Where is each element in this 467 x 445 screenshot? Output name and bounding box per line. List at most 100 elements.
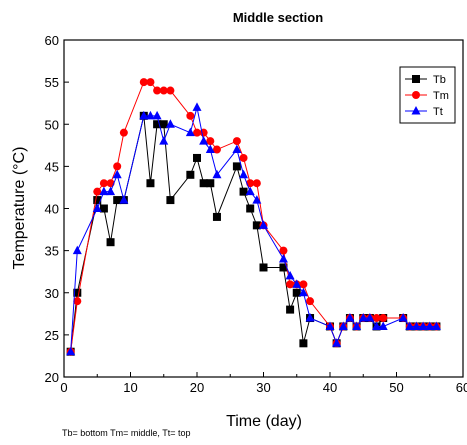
data-point-tb <box>186 170 195 179</box>
data-point-tm <box>99 179 108 188</box>
data-point-tb <box>212 212 221 221</box>
data-point-tt <box>405 321 415 330</box>
data-point-tt <box>418 321 428 330</box>
data-point-tt <box>305 313 315 322</box>
axes: 0 10 20 30 40 50 60 20 25 30 35 40 45 50 55 60 <box>45 33 467 395</box>
data-point-tt <box>152 110 162 120</box>
data-point-tt <box>159 136 169 145</box>
data-point-tm <box>286 280 295 289</box>
x-tick-label: 50 <box>389 380 403 395</box>
x-tick-label: 0 <box>60 380 67 395</box>
y-tick-label: 20 <box>45 370 59 385</box>
data-point-tt <box>352 321 362 330</box>
data-point-tb <box>206 179 215 188</box>
data-point-tt <box>378 321 388 330</box>
data-point-tt <box>139 110 149 120</box>
data-point-tt <box>66 346 76 356</box>
data-point-tm <box>73 297 82 306</box>
data-point-tm <box>252 179 261 188</box>
footnote: Tb= bottom Tm= middle, Tt= top <box>62 428 190 438</box>
data-point-tt <box>106 186 116 196</box>
data-point-tm <box>139 78 148 87</box>
data-point-tm <box>153 86 162 95</box>
data-point-tb <box>106 238 115 247</box>
data-point-tt <box>285 270 295 280</box>
data-point-tt <box>411 321 421 330</box>
data-point-tb <box>286 305 295 314</box>
data-point-tm <box>279 246 288 255</box>
data-point-tt <box>199 136 209 145</box>
y-tick-label: 50 <box>45 117 59 132</box>
data-point-tm <box>113 162 122 171</box>
data-point-tt <box>119 195 129 204</box>
data-point-tm <box>372 314 381 323</box>
data-point-tt <box>252 195 262 204</box>
data-point-tb <box>199 179 208 188</box>
data-point-tm <box>379 314 388 323</box>
x-axis-label: Time (day) <box>226 413 302 430</box>
data-point-tb <box>73 288 82 297</box>
legend-label-tt: Tt <box>433 106 443 118</box>
plot-area <box>66 78 441 356</box>
data-point-tb <box>153 120 162 129</box>
data-point-tm <box>166 86 175 95</box>
legend-box <box>399 66 456 124</box>
data-point-tt <box>99 186 109 196</box>
chart-title: Middle section <box>233 10 323 25</box>
data-point-tm <box>159 86 168 95</box>
x-tick-label: 30 <box>256 380 270 395</box>
x-tick-label: 20 <box>190 380 204 395</box>
y-tick-label: 30 <box>45 286 59 301</box>
data-point-tt <box>72 245 82 255</box>
data-point-tt <box>431 321 441 330</box>
y-tick-label: 55 <box>45 75 59 90</box>
data-point-tt <box>259 220 268 229</box>
data-point-tt <box>345 313 355 322</box>
data-point-tb <box>93 196 102 205</box>
data-point-tt <box>112 169 122 179</box>
data-point-tb <box>246 204 255 213</box>
data-point-tb <box>113 196 122 205</box>
data-point-tm <box>232 137 241 146</box>
data-point-tt <box>239 169 249 179</box>
x-tick-label: 40 <box>323 380 337 395</box>
series-tm <box>66 78 441 356</box>
data-point-tb <box>259 263 268 272</box>
data-point-tb <box>166 196 175 205</box>
y-tick-label: 40 <box>45 202 59 217</box>
y-tick-label: 60 <box>45 33 59 48</box>
data-point-tb <box>232 162 241 171</box>
data-point-tt <box>372 321 382 330</box>
data-point-tt <box>165 119 175 128</box>
data-point-tt <box>398 313 408 322</box>
y-tick-label: 35 <box>45 244 59 259</box>
data-point-tt <box>185 127 195 137</box>
data-point-tt <box>92 203 102 212</box>
data-point-tm <box>146 78 155 87</box>
data-point-tm <box>193 128 201 137</box>
legend-marker-tb <box>412 75 420 83</box>
y-tick-label: 45 <box>45 159 59 174</box>
data-point-tt <box>245 186 255 196</box>
data-point-tb <box>193 153 201 162</box>
data-point-tb <box>146 179 155 188</box>
data-point-tb <box>292 288 301 297</box>
data-point-tt <box>232 144 242 154</box>
data-point-tm <box>199 128 208 137</box>
legend-label-tm: Tm <box>433 90 449 102</box>
data-point-tb <box>252 221 261 230</box>
data-point-tm <box>93 187 102 196</box>
data-point-tt <box>325 321 335 330</box>
data-point-tm <box>119 128 128 137</box>
data-point-tm <box>299 280 308 289</box>
data-point-tb <box>239 187 248 196</box>
legend: Tb Tm Tt <box>399 66 456 124</box>
data-point-tt <box>425 321 435 330</box>
data-point-tm <box>306 297 315 306</box>
data-point-tt <box>192 102 202 111</box>
y-axis-label: Temperature (°C) <box>11 147 28 270</box>
data-point-tb <box>279 263 288 272</box>
y-tick-label: 25 <box>45 328 59 343</box>
data-point-tb <box>159 120 168 129</box>
